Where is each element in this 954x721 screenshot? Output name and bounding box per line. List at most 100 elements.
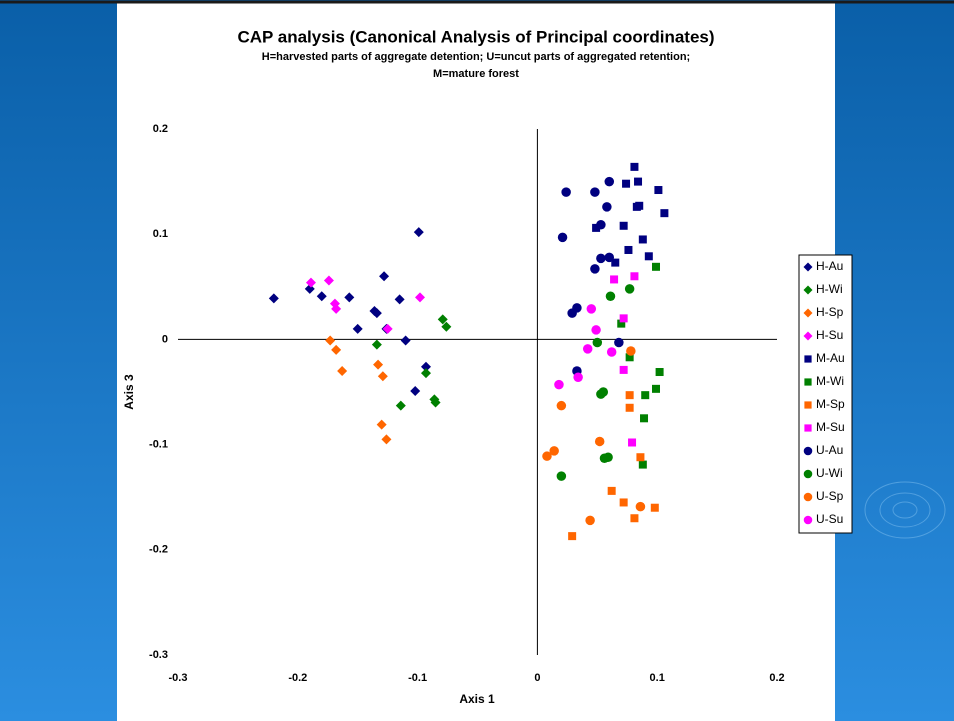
circle-marker [554, 379, 564, 390]
circle-marker [585, 515, 595, 526]
diamond-marker [352, 323, 363, 334]
circle-marker [573, 372, 583, 383]
square-marker [640, 414, 649, 423]
circle-marker [614, 337, 624, 348]
circle-marker [556, 471, 567, 481]
diamond-marker [394, 294, 405, 305]
diamond-marker [331, 344, 342, 355]
diamond-marker [371, 339, 382, 350]
circle-marker [606, 347, 617, 357]
x-tick-label: 0.1 [650, 672, 665, 684]
diamond-marker [381, 434, 392, 445]
circle-marker [803, 446, 813, 456]
diamond-marker [377, 371, 388, 382]
square-marker [652, 262, 661, 271]
diamond-marker [395, 400, 406, 411]
circle-marker [624, 284, 635, 294]
square-marker [804, 378, 812, 386]
square-marker [619, 365, 628, 374]
diamond-marker [304, 283, 315, 294]
circle-marker [557, 232, 568, 243]
diamond-marker [371, 308, 382, 319]
diamond-marker [382, 323, 393, 334]
square-marker [619, 314, 628, 323]
diamond-marker [379, 271, 390, 282]
legend-label: H-Su [816, 328, 843, 342]
square-marker [660, 209, 669, 218]
diamond-marker [437, 314, 448, 325]
circle-marker [803, 515, 813, 525]
y-tick-label: 0.2 [153, 123, 168, 135]
square-marker [624, 245, 633, 254]
diamond-marker [803, 285, 813, 295]
legend-label: M-Au [816, 351, 845, 365]
square-marker [611, 258, 620, 267]
y-tick-label: -0.3 [149, 649, 168, 661]
square-marker [610, 275, 619, 284]
circle-marker [596, 219, 606, 230]
diamond-marker [803, 308, 813, 318]
square-marker [607, 486, 616, 495]
square-marker [619, 221, 628, 230]
chart-subtitle: M=mature forest [433, 68, 519, 80]
circle-marker [586, 304, 597, 314]
legend-label: U-Sp [816, 489, 844, 503]
circle-marker [604, 176, 615, 187]
legend-label: M-Wi [816, 374, 844, 388]
square-marker [628, 438, 637, 447]
circle-marker [549, 446, 559, 456]
circle-marker [594, 436, 605, 447]
square-marker [804, 401, 812, 409]
circle-marker [598, 387, 609, 397]
legend-label: H-Au [816, 259, 843, 273]
square-marker [625, 391, 634, 400]
diamond-marker [430, 397, 441, 408]
x-tick-label: -0.3 [169, 672, 188, 684]
y-axis-label: Axis 3 [122, 374, 136, 410]
circle-marker [592, 337, 603, 348]
circle-marker [591, 325, 601, 335]
diamond-marker [331, 303, 342, 314]
legend-label: H-Wi [816, 282, 843, 296]
square-marker [619, 498, 628, 507]
diamond-marker [373, 359, 384, 370]
circle-marker [604, 252, 615, 263]
circle-marker [556, 400, 567, 411]
square-marker [568, 532, 577, 541]
x-tick-label: 0.2 [769, 672, 784, 684]
square-marker [635, 201, 644, 210]
chart-title: CAP analysis (Canonical Analysis of Prin… [237, 27, 714, 46]
y-tick-label: -0.2 [149, 544, 168, 556]
diamond-marker [305, 277, 316, 288]
diamond-marker [337, 365, 348, 376]
diamond-marker [323, 275, 334, 286]
x-tick-label: -0.2 [288, 672, 307, 684]
diamond-marker [803, 331, 813, 341]
square-marker [630, 514, 639, 523]
chart-panel [117, 3, 835, 721]
diamond-marker [413, 227, 424, 238]
y-tick-label: 0 [162, 333, 168, 345]
circle-marker [803, 469, 813, 479]
square-marker [625, 353, 634, 362]
diamond-marker [344, 292, 355, 303]
circle-marker [602, 202, 612, 212]
legend-label: U-Su [816, 512, 843, 526]
circle-marker [603, 452, 613, 462]
x-tick-label: 0 [534, 672, 540, 684]
circle-marker [605, 291, 616, 302]
legend-label: M-Su [816, 420, 845, 434]
chart-subtitle: H=harvested parts of aggregate detention… [262, 51, 690, 63]
legend-label: M-Sp [816, 397, 845, 411]
square-marker [636, 453, 645, 462]
square-marker [630, 162, 639, 171]
square-marker [654, 186, 663, 195]
square-marker [638, 235, 647, 244]
square-marker [655, 368, 664, 377]
circle-marker [542, 451, 552, 461]
diamond-marker [414, 292, 425, 303]
diamond-marker [400, 335, 411, 346]
circle-marker [582, 344, 593, 354]
y-tick-label: 0.1 [153, 228, 168, 240]
